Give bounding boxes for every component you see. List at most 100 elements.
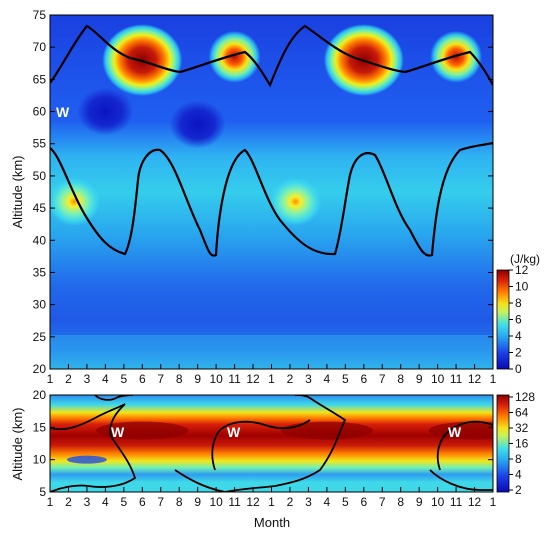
bottom-x-tick-label: 10 <box>209 495 223 509</box>
bottom-heatmap <box>50 395 493 492</box>
bottom-annotation-w-2: W <box>227 424 241 440</box>
bottom-x-tick-label: 10 <box>431 495 445 509</box>
x-axis-label: Month <box>254 515 290 530</box>
top-x-tick-label: 4 <box>102 372 109 386</box>
bottom-colorbar-tick-label: 2 <box>515 483 522 497</box>
bottom-zero-contour-line <box>436 420 493 471</box>
top-colorbar-tick-label: 12 <box>515 263 529 277</box>
bottom-zero-contour-line <box>94 395 134 401</box>
top-x-tick-label: 3 <box>84 372 91 386</box>
top-colorbar-tick-label: 2 <box>515 346 522 360</box>
bottom-y-tick-label: 5 <box>39 485 46 499</box>
top-zero-contour-line <box>50 141 493 257</box>
top-y-tick-label: 55 <box>33 137 47 151</box>
bottom-x-tick-label: 8 <box>397 495 404 509</box>
bottom-colorbar-bar <box>496 394 510 493</box>
bottom-x-tick-label: 3 <box>84 495 91 509</box>
top-colorbar-tick-label: 0 <box>515 362 522 376</box>
top-heatmap-feature <box>77 87 134 136</box>
top-x-tick-label: 11 <box>228 372 241 386</box>
bottom-y-tick-label: 10 <box>33 453 47 467</box>
bottom-colorbar-tick-label: 16 <box>515 437 529 451</box>
top-x-tick-label: 4 <box>324 372 331 386</box>
top-colorbar-tick-label: 10 <box>515 280 529 294</box>
top-y-tick-label: 45 <box>33 201 47 215</box>
top-y-tick-label: 20 <box>33 362 47 376</box>
top-heatmap-feature <box>169 100 226 149</box>
bottom-colorbar-tick-label: 32 <box>515 421 529 435</box>
bottom-colorbar-tick-label: 8 <box>515 452 522 466</box>
bottom-x-tick-label: 3 <box>305 495 312 509</box>
top-annotation-w: W <box>56 104 70 120</box>
bottom-zero-contour-line <box>50 403 137 492</box>
bottom-colorbar-tick-label: 128 <box>515 390 535 404</box>
top-y-tick-label: 35 <box>33 265 47 279</box>
top-band-lower <box>50 290 493 335</box>
top-y-tick-label: 40 <box>33 233 47 247</box>
top-heatmap-feature <box>208 30 261 83</box>
bottom-x-tick-label: 8 <box>176 495 183 509</box>
bottom-x-tick-label: 2 <box>287 495 294 509</box>
top-colorbar-unit: (J/kg) <box>510 252 540 266</box>
top-band-bottom <box>50 335 493 369</box>
bottom-x-tick-label: 4 <box>102 495 109 509</box>
top-y-tick-label: 70 <box>33 40 47 54</box>
bottom-heatmap-feature <box>280 421 373 440</box>
bottom-heatmap-feature <box>96 421 189 440</box>
top-x-tick-label: 7 <box>157 372 164 386</box>
top-heatmap-feature <box>50 177 100 226</box>
bottom-x-tick-label: 12 <box>468 495 482 509</box>
top-y-tick-label: 50 <box>33 169 47 183</box>
bottom-y-axis-label: Altitude (km) <box>10 408 25 481</box>
top-x-tick-label: 8 <box>176 372 183 386</box>
bottom-x-tick-label: 2 <box>65 495 72 509</box>
top-x-tick-label: 12 <box>246 372 260 386</box>
bottom-y-tick-label: 15 <box>33 420 47 434</box>
top-x-tick-label: 10 <box>209 372 223 386</box>
bottom-x-tick-label: 5 <box>120 495 127 509</box>
top-heatmap <box>50 15 493 369</box>
top-x-tick-label: 1 <box>268 372 275 386</box>
top-x-tick-label: 6 <box>360 372 367 386</box>
bottom-annotation-w-3: W <box>448 424 462 440</box>
top-x-tick-label: 12 <box>468 372 482 386</box>
bottom-zero-contour-line <box>429 469 493 491</box>
bottom-zero-contour-line <box>174 395 347 492</box>
bottom-x-tick-label: 12 <box>246 495 260 509</box>
bottom-x-tick-label: 7 <box>157 495 164 509</box>
top-colorbar-tick-label: 6 <box>515 313 522 327</box>
top-y-tick-label: 75 <box>33 8 47 22</box>
bottom-annotation-w-1: W <box>111 424 125 440</box>
bottom-x-tick-label: 6 <box>360 495 367 509</box>
bottom-x-tick-label: 4 <box>324 495 331 509</box>
top-y-tick-label: 25 <box>33 330 47 344</box>
top-x-tick-label: 6 <box>139 372 146 386</box>
top-x-tick-label: 9 <box>194 372 201 386</box>
bottom-colorbar-tick-label: 64 <box>515 406 529 420</box>
bottom-x-tick-label: 6 <box>139 495 146 509</box>
bottom-x-tick-label: 1 <box>268 495 275 509</box>
top-y-tick-label: 65 <box>33 72 47 86</box>
bottom-x-tick-label: 11 <box>450 495 463 509</box>
top-x-tick-label: 10 <box>431 372 445 386</box>
bottom-heatmap-base <box>50 395 493 492</box>
top-x-tick-label: 8 <box>397 372 404 386</box>
top-colorbar-bar <box>496 269 510 370</box>
bottom-colorbar-tick-label: 4 <box>515 468 522 482</box>
top-x-tick-label: 2 <box>65 372 72 386</box>
bottom-x-tick-label: 1 <box>490 495 497 509</box>
top-y-axis-label: Altitude (km) <box>10 156 25 229</box>
bottom-x-tick-label: 9 <box>194 495 201 509</box>
top-y-tick-label: 60 <box>33 105 47 119</box>
bottom-x-tick-label: 1 <box>47 495 54 509</box>
top-colorbar-tick-label: 8 <box>515 296 522 310</box>
top-x-tick-label: 2 <box>287 372 294 386</box>
top-zero-contour-line <box>50 24 493 88</box>
top-x-tick-label: 3 <box>305 372 312 386</box>
top-x-tick-label: 5 <box>342 372 349 386</box>
top-x-tick-label: 1 <box>490 372 497 386</box>
